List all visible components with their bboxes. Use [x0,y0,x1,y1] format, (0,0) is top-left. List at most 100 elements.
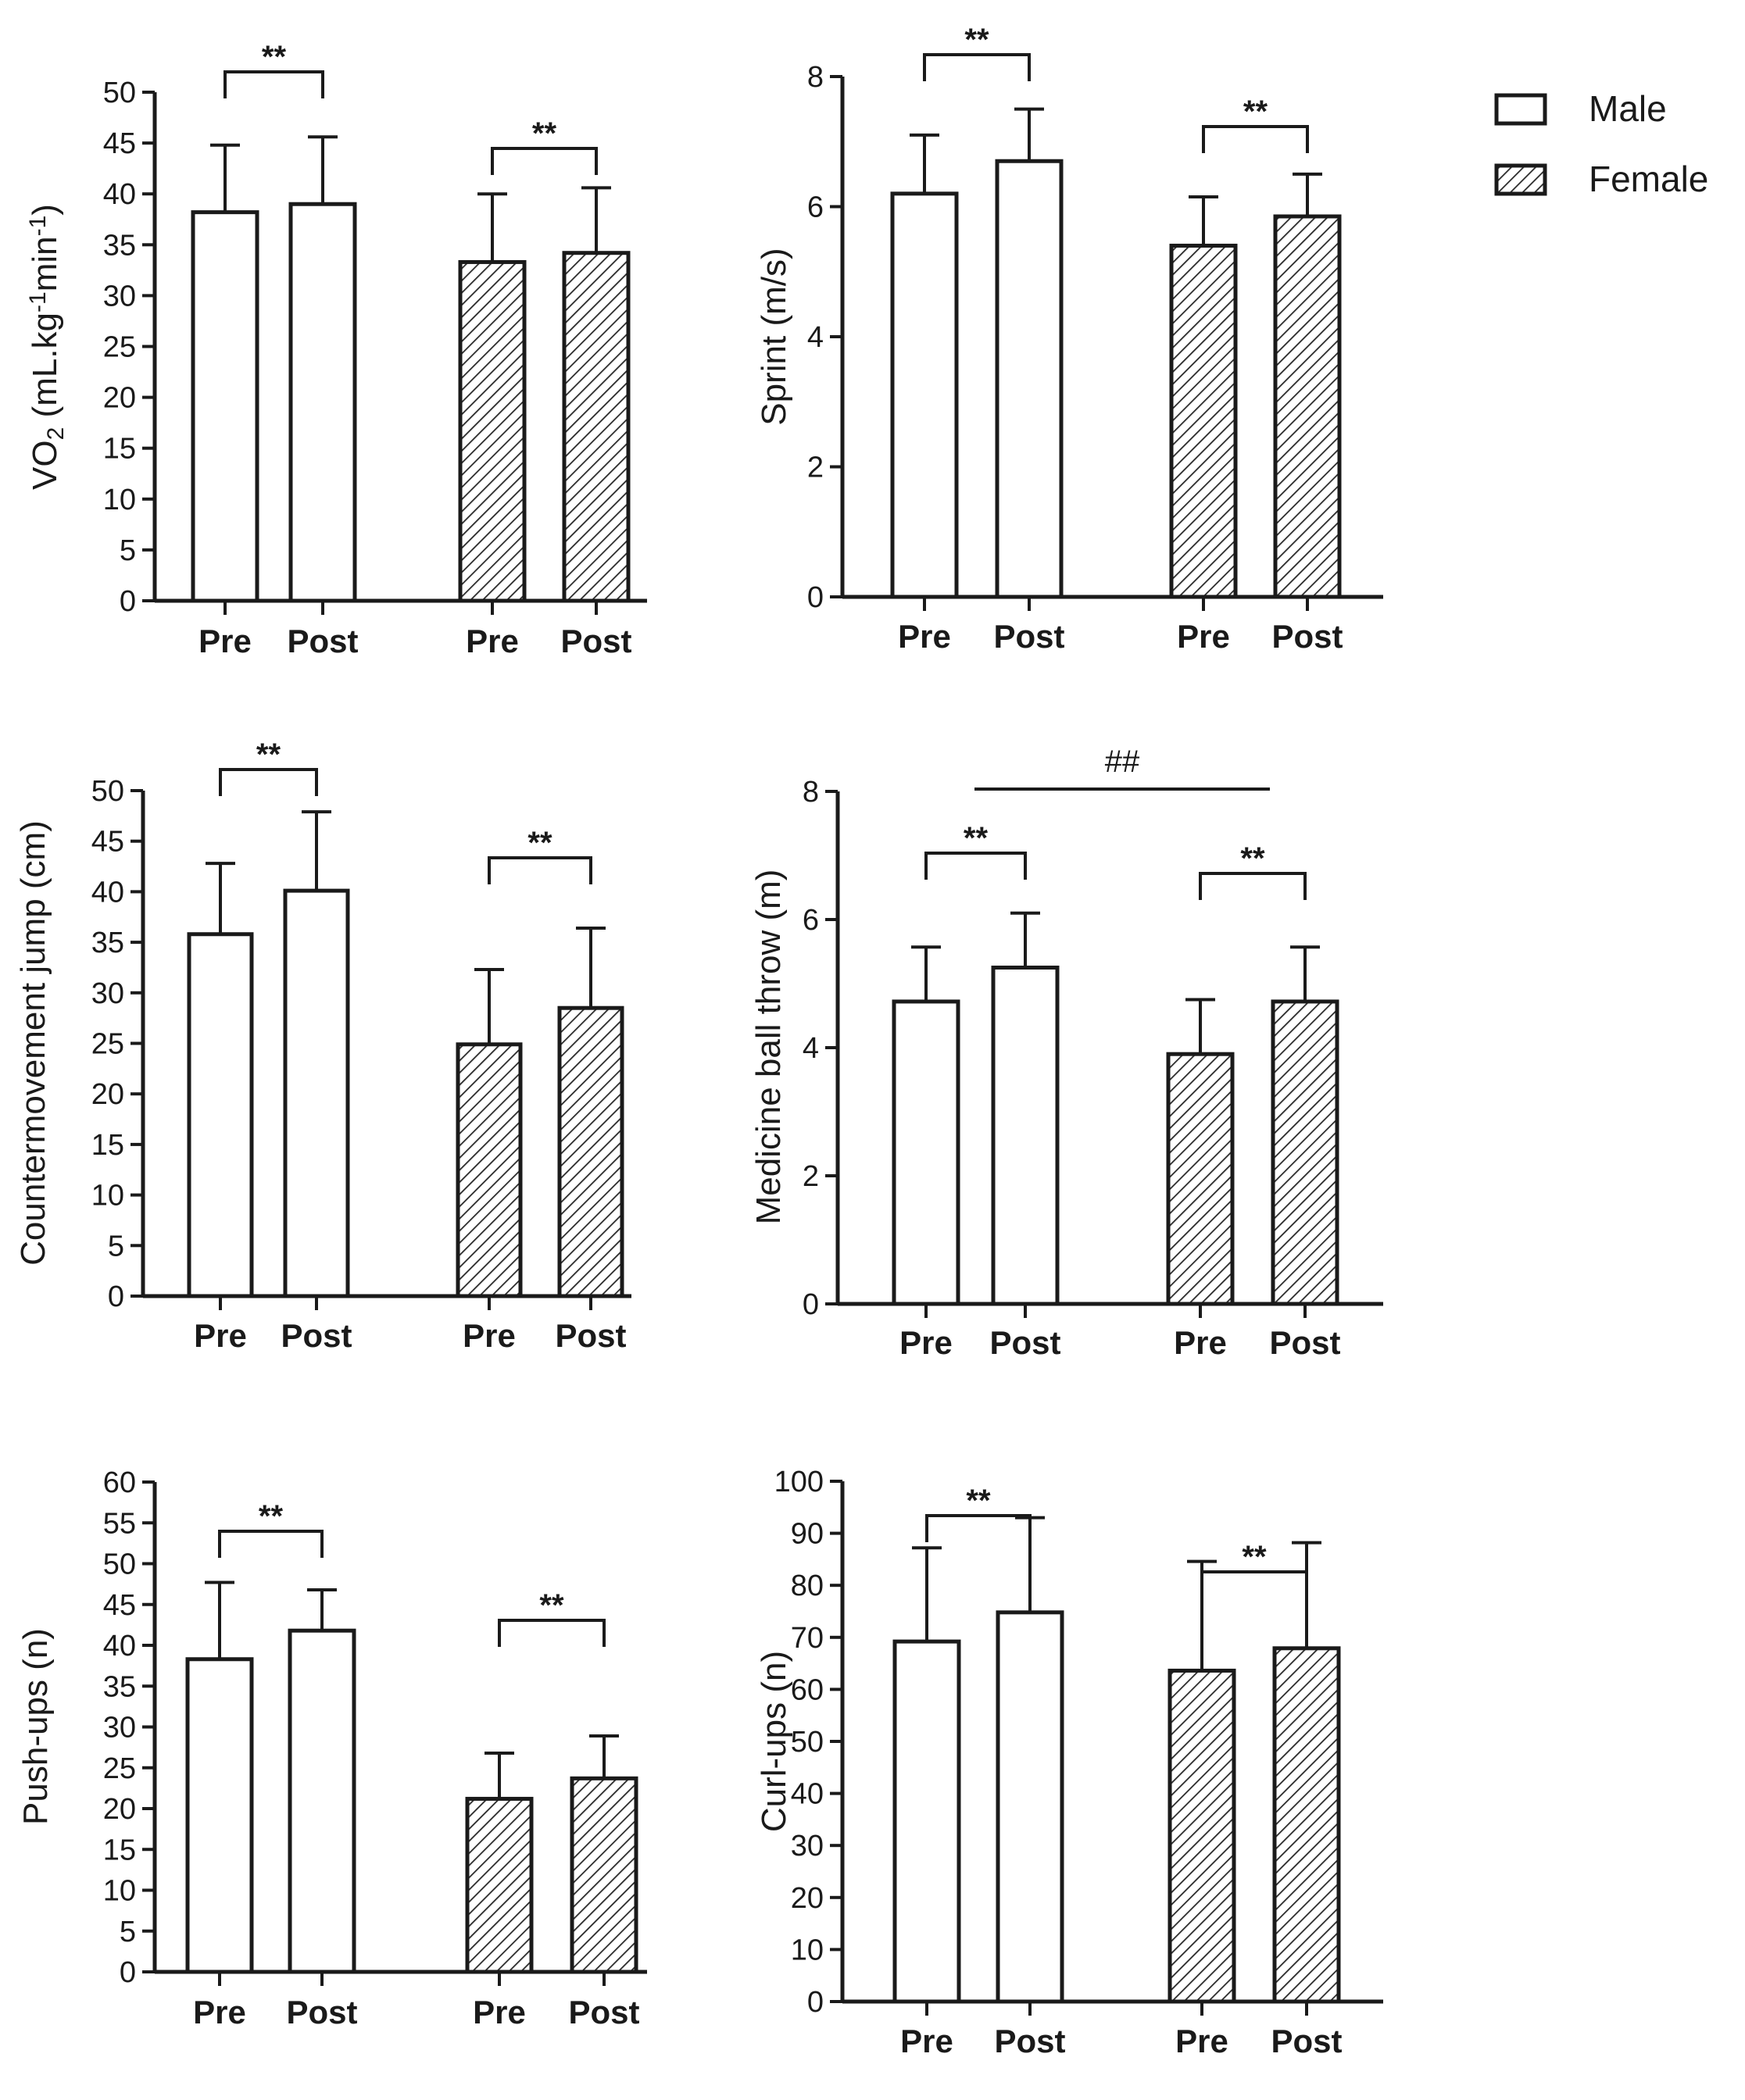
legend: Male Female [1494,88,1708,199]
bar-male [191,210,259,603]
y-tick-label: 0 [803,1288,819,1321]
curl-ups-panel: 0 10 20 30 40 50 60 70 80 90 100 Pre Post Pre Post ** **… [755,1466,1383,2059]
y-tick-label: 2 [803,1160,819,1193]
y-axis-title: Curl-ups (n) [755,1651,793,1832]
significance-label: ** [964,23,989,57]
significance-bracket [925,1514,1032,1542]
y-tick-label: 2 [807,452,824,484]
bar-female [465,1796,534,1974]
significance-bracket [491,147,598,175]
y-tick-label: 100 [774,1466,824,1498]
y-axis-title: VO2 (mL.kg-1min-1) [25,204,69,490]
category-label: Pre [194,1317,247,1354]
y-tick-label: 0 [120,585,136,618]
category-label: Pre [466,623,519,659]
y-tick-label: 8 [807,61,824,94]
y-tick-label: 0 [108,1280,124,1313]
y-tick-label: 50 [791,1726,824,1759]
y-tick-label: 0 [120,1956,136,1989]
bar-female [1272,1646,1341,2004]
y-tick-label: 10 [103,484,136,516]
category-label: Pre [899,1324,953,1361]
y-tick-label: 50 [103,1548,136,1581]
y-tick-label: 0 [807,1986,824,2019]
y-tick-label: 4 [803,1032,819,1065]
bar-female [458,259,527,603]
category-label: Post [1271,2023,1342,2059]
significance-bracket [1202,125,1309,153]
bar-male [187,932,254,1298]
category-label: Post [286,1994,357,2030]
y-tick-label: 30 [103,1712,136,1745]
y-tick-label: 25 [103,1752,136,1785]
y-tick-label: 20 [791,1882,824,1915]
medicine-ball-throw-panel: 0 2 4 6 8 Pre Post Pre Post ** ** ## Medicine ball t… [749,745,1383,1361]
category-label: Post [989,1324,1060,1361]
category-label: Post [560,623,631,659]
y-tick-label: 90 [791,1518,824,1551]
significance-bracket [218,1530,324,1558]
y-tick-label: 10 [791,1934,824,1966]
y-tick-label: 40 [103,1630,136,1662]
significance-bracket [219,768,318,796]
y-tick-label: 30 [103,280,136,312]
y-tick-label: 50 [103,77,136,109]
bar-female [1166,1052,1235,1306]
y-tick-label: 20 [103,1793,136,1826]
category-label: Post [568,1994,639,2030]
significance-bracket [923,53,1031,81]
countermovement-jump-panel: 0 5 10 15 20 25 30 35 40 45 50 Pre Post Pre Post ** ** Co… [14,738,631,1354]
bar-male [288,1628,356,1974]
significance-label: ** [259,1499,284,1534]
legend-female-label: Female [1589,159,1708,199]
bar-female [1169,243,1238,599]
significance-bracket [1200,1570,1308,1598]
significance-label: ** [532,116,557,151]
y-axis-title-part: 2 [43,427,69,441]
y-tick-label: 35 [91,927,124,959]
category-label: Pre [1177,618,1230,655]
y-tick-label: 15 [103,433,136,466]
y-tick-label: 5 [120,534,136,567]
category-label: Pre [1175,2023,1228,2059]
significance-bracket [498,1619,606,1647]
category-label: Pre [198,623,252,659]
y-tick-label: 6 [803,904,819,937]
y-tick-label: 55 [103,1507,136,1540]
bar-female [1168,1668,1236,2004]
significance-label: ** [964,821,989,855]
y-tick-label: 35 [103,1670,136,1703]
bar-female [562,251,631,603]
y-axis-title-part: -1 [25,291,51,312]
significance-label: ** [1240,841,1265,876]
bar-male [892,999,960,1306]
significance-label: ** [262,40,287,74]
significance-bracket [223,70,324,98]
bar-male [995,159,1064,599]
y-tick-label: 6 [807,191,824,224]
bar-female [1273,214,1342,599]
y-axis-title-part: min [26,236,64,291]
y-axis-title-part: (mL.kg [26,312,64,427]
y-tick-label: 8 [803,776,819,809]
y-tick-label: 30 [91,977,124,1010]
category-label: Post [993,618,1064,655]
y-axis-title: Medicine ball throw (m) [749,870,788,1225]
push-ups-panel: 0 5 10 15 20 25 30 35 40 45 50 55 60 Pre Post Pre Post **… [16,1466,647,2030]
category-label: Pre [1174,1324,1227,1361]
category-label: Post [1271,618,1343,655]
category-label: Pre [900,2023,953,2059]
y-axis-title: Push-ups (n) [16,1628,55,1825]
y-tick-label: 25 [103,331,136,364]
legend-female-swatch [1494,163,1547,196]
significance-label: ** [527,826,552,860]
category-label: Post [555,1317,626,1354]
significance-label: ** [256,738,281,772]
bar-male [892,1639,961,2004]
significance-bracket [1199,872,1307,900]
y-tick-label: 40 [103,178,136,211]
category-label: Pre [473,1994,526,2030]
y-tick-label: 10 [91,1180,124,1212]
significance-label: ** [539,1588,564,1623]
